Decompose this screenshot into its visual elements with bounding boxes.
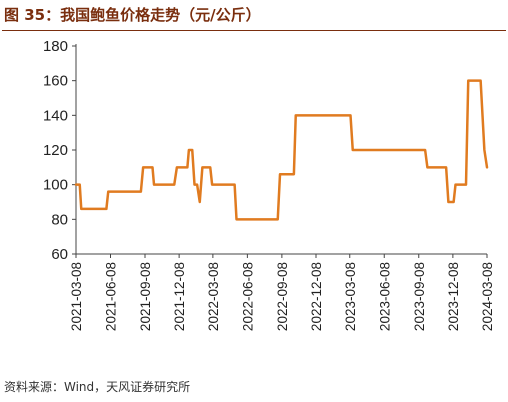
x-tick-label: 2021-03-08	[69, 262, 84, 331]
y-tick-label: 180	[43, 38, 68, 55]
x-tick-label: 2022-09-08	[275, 262, 290, 331]
x-tick-label: 2023-03-08	[343, 262, 358, 331]
x-tick-label: 2024-03-08	[480, 262, 495, 331]
y-tick-label: 120	[43, 142, 68, 159]
x-tick-label: 2022-06-08	[240, 262, 255, 331]
x-tick-label: 2021-12-08	[172, 262, 187, 331]
source-note: 资料来源：Wind，天风证券研究所	[4, 380, 191, 394]
y-tick-label: 80	[51, 211, 68, 228]
x-tick-label: 2022-03-08	[206, 262, 221, 331]
chart-title: 图 35：我国鲍鱼价格走势（元/公斤）	[4, 6, 261, 24]
x-tick-label: 2021-06-08	[104, 262, 119, 331]
x-tick-label: 2023-06-08	[377, 262, 392, 331]
x-tick-label: 2023-12-08	[446, 262, 461, 331]
title-divider	[2, 30, 506, 31]
price-series-line	[74, 79, 489, 221]
x-tick-label: 2023-09-08	[412, 262, 427, 331]
y-tick-label: 100	[43, 177, 68, 194]
y-tick-label: 60	[51, 246, 68, 263]
x-tick-label: 2022-12-08	[309, 262, 324, 331]
y-tick-label: 140	[43, 107, 68, 124]
x-tick-label: 2021-09-08	[138, 262, 153, 331]
y-tick-label: 160	[43, 73, 68, 90]
